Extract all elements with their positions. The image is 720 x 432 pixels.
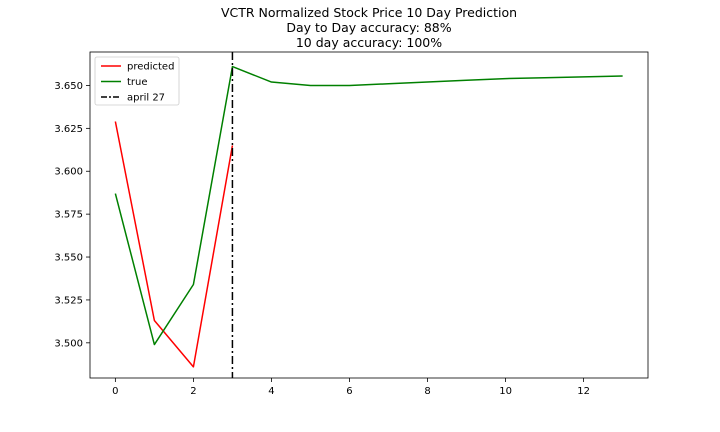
x-tick-label: 12	[577, 386, 590, 397]
chart-title-line: VCTR Normalized Stock Price 10 Day Predi…	[221, 5, 517, 20]
series-line-predicted	[114, 121, 234, 368]
plot-frame	[89, 51, 649, 379]
x-tick-label: 2	[190, 386, 196, 397]
legend-label: april 27	[127, 93, 165, 104]
chart-title: VCTR Normalized Stock Price 10 Day Predi…	[221, 5, 517, 50]
y-tick-label: 3.500	[54, 338, 83, 349]
y-tick-label: 3.525	[54, 295, 83, 306]
y-tick-label: 3.550	[54, 253, 83, 264]
x-tick-label: 4	[268, 386, 274, 397]
y-tick-label: 3.650	[54, 81, 83, 92]
legend-box	[94, 56, 180, 106]
x-tick-label: 0	[112, 386, 118, 397]
series-line-true	[114, 65, 623, 346]
y-tick-label: 3.575	[54, 210, 83, 221]
legend-label: true	[127, 77, 148, 88]
x-tick-label: 10	[499, 386, 512, 397]
y-tick-label: 3.625	[54, 124, 83, 135]
plot-marks	[114, 52, 623, 378]
chart-title-line: 10 day accuracy: 100%	[296, 35, 442, 50]
y-tick-label: 3.600	[54, 167, 83, 178]
legend-label: predicted	[127, 62, 174, 73]
axes: 0 2 4 6 8 10 12 3.500 3.525 3.550 3.575 3.600 3.625 3…	[54, 51, 649, 397]
chart-title-line: Day to Day accuracy: 88%	[286, 20, 451, 35]
legend: predicted true april 27	[94, 56, 180, 106]
x-tick-label: 6	[346, 386, 352, 397]
x-tick-label: 8	[424, 386, 430, 397]
